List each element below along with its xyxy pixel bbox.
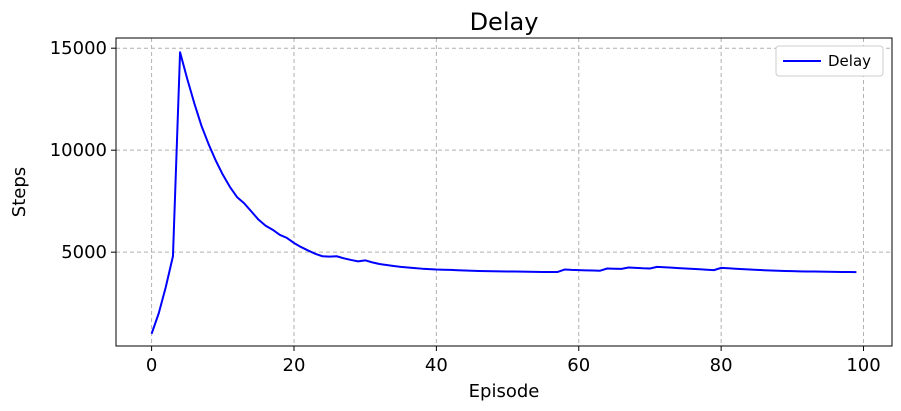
y-tick-label: 5000 <box>61 242 107 263</box>
x-tick-label: 0 <box>146 355 157 376</box>
x-tick-label: 60 <box>567 355 590 376</box>
legend-box <box>775 45 884 77</box>
y-tick-label: 10000 <box>50 140 107 161</box>
series-line-delay <box>150 51 857 335</box>
grid-lines <box>116 38 892 346</box>
y-tick-label: 15000 <box>50 38 107 59</box>
x-axis-label: Episode <box>469 381 540 402</box>
plot-frame <box>115 37 893 347</box>
x-tick-label: 80 <box>710 355 733 376</box>
chart-title: Delay <box>470 8 539 36</box>
series-layer <box>150 51 857 335</box>
tick-layer: 0 20 40 60 80 100 5000 10000 15000 <box>50 38 881 376</box>
x-tick-label: 40 <box>425 355 448 376</box>
y-axis-label: Steps <box>9 167 30 217</box>
x-tick-label: 100 <box>846 355 880 376</box>
x-tick-label: 20 <box>283 355 306 376</box>
legend-label-delay: Delay <box>828 52 871 70</box>
legend: Delay <box>775 45 884 77</box>
